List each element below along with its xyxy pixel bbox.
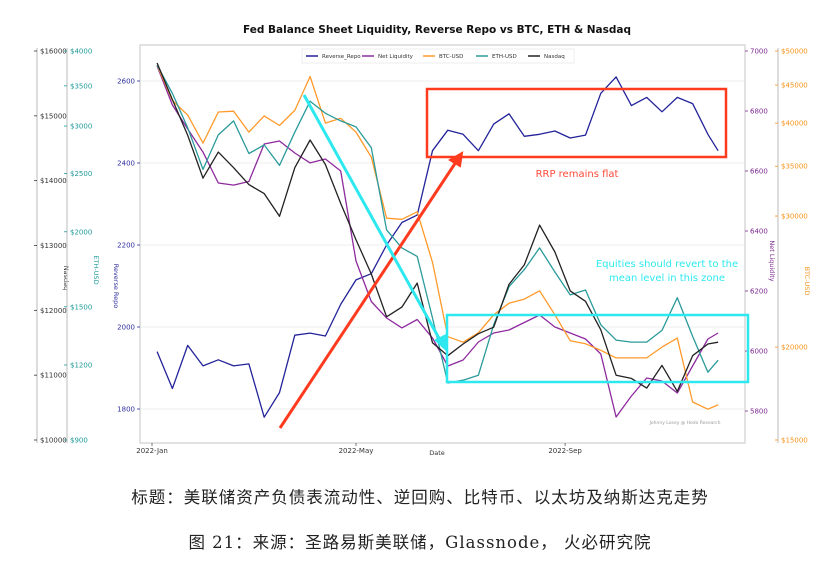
eth-tick-label: $4000 bbox=[70, 48, 92, 56]
netliq-tick-label: 5800 bbox=[750, 408, 768, 416]
nasdaq-tick-label: $11000 bbox=[40, 372, 67, 380]
nasdaq-tick-label: $14000 bbox=[40, 177, 67, 185]
rrp-tick-label: 2600 bbox=[117, 78, 135, 86]
eth-tick-label: $1200 bbox=[70, 361, 92, 369]
netliq-tick-label: 6000 bbox=[750, 348, 768, 356]
series-line-reverse-repo bbox=[156, 76, 719, 418]
legend-item: Nasdaq bbox=[528, 54, 565, 60]
netliq-tick-label: 6400 bbox=[750, 228, 768, 236]
legend-label: Reverse_Repo bbox=[322, 54, 361, 60]
plot-area bbox=[139, 44, 746, 444]
eth-tick-label: $3000 bbox=[70, 123, 92, 131]
rrp-rise-arrow bbox=[278, 161, 458, 429]
x-tick-label: 2022-Sep bbox=[548, 447, 582, 455]
eth-tick-label: $2500 bbox=[70, 170, 92, 178]
btc-tick-label: $50000 bbox=[781, 48, 808, 56]
btc-tick-label: $30000 bbox=[781, 213, 808, 221]
rrp-axis-title: Reverse Repo bbox=[112, 264, 120, 309]
gridlines bbox=[141, 80, 744, 410]
series-line-nasdaq bbox=[156, 62, 719, 393]
rrp-flat-box bbox=[425, 87, 728, 159]
btc-tick-label: $40000 bbox=[781, 120, 808, 128]
btc-tick-label: $20000 bbox=[781, 344, 808, 352]
rrp-tick-label: 1800 bbox=[117, 406, 135, 414]
eth-tick-label: $900 bbox=[70, 437, 88, 445]
rrp-tick-label: 2200 bbox=[117, 242, 135, 250]
legend-label: Nasdaq bbox=[544, 54, 565, 60]
equities-annotation-line2: mean level in this zone bbox=[609, 273, 725, 284]
legend: Reverse_Repo Net Liquidity BTC-USD ETH-USD N… bbox=[301, 48, 575, 64]
decline-arrow-head bbox=[434, 334, 447, 352]
nasdaq-tick-label: $10000 bbox=[40, 437, 67, 445]
rrp-tick-label: 2400 bbox=[117, 160, 135, 168]
netliq-tick-label: 7000 bbox=[750, 48, 768, 56]
nasdaq-axis-title: Nasdaq bbox=[62, 266, 70, 290]
btc-axis-title: BTC-USD bbox=[803, 267, 811, 296]
legend-item: Net Liquidity bbox=[362, 54, 414, 60]
legend-item: BTC-USD bbox=[423, 54, 463, 60]
equities-annotation-line1: Equities should revert to the bbox=[596, 259, 738, 270]
rrp-tick-label: 2000 bbox=[117, 324, 135, 332]
legend-item: Reverse_Repo bbox=[306, 54, 361, 60]
rrp-arrow-head bbox=[448, 151, 464, 168]
chart-title: Fed Balance Sheet Liquidity, Reverse Rep… bbox=[243, 24, 631, 36]
nasdaq-tick-label: $15000 bbox=[40, 112, 67, 120]
netliq-axis-title: Net Liquidity bbox=[768, 240, 776, 281]
rrp-annotation: RRP remains flat bbox=[536, 169, 619, 180]
series-line-btc-usd bbox=[156, 64, 719, 410]
eth-tick-label: $2000 bbox=[70, 228, 92, 236]
netliq-tick-label: 6200 bbox=[750, 288, 768, 296]
watermark: Johnny Losey @ Hodo Research bbox=[649, 420, 721, 426]
figure-source-caption: 图 21：来源：圣路易斯美联储，Glassnode， 火必研究院 bbox=[188, 533, 652, 552]
x-axis-title: Date bbox=[429, 449, 445, 457]
netliq-tick-label: 6800 bbox=[750, 108, 768, 116]
btc-tick-label: $35000 bbox=[781, 163, 808, 171]
mean-level-zone-box bbox=[445, 313, 750, 384]
nasdaq-tick-label: $12000 bbox=[40, 307, 67, 315]
series-line-eth-usd bbox=[156, 64, 719, 384]
nasdaq-tick-label: $16000 bbox=[40, 48, 67, 56]
legend-label: Net Liquidity bbox=[378, 54, 414, 60]
nasdaq-tick-label: $13000 bbox=[40, 242, 67, 250]
btc-tick-label: $45000 bbox=[781, 82, 808, 90]
eth-tick-label: $3500 bbox=[70, 82, 92, 90]
x-tick-label: 2022-Jan bbox=[136, 447, 168, 455]
decline-arrow bbox=[302, 94, 442, 341]
x-tick-label: 2022-May bbox=[339, 447, 374, 455]
series-lines bbox=[156, 62, 719, 418]
axes: $16000 $15000 $14000 $13000 $12000 $11000 $100… bbox=[34, 48, 811, 455]
netliq-tick-label: 6600 bbox=[750, 168, 768, 176]
legend-item: ETH-USD bbox=[476, 54, 517, 60]
eth-axis-title: ETH-USD bbox=[92, 255, 100, 284]
eth-tick-label: $1500 bbox=[70, 303, 92, 311]
legend-label: ETH-USD bbox=[492, 54, 517, 60]
legend-label: BTC-USD bbox=[439, 54, 463, 60]
figure-title-caption: 标题：美联储资产负债表流动性、逆回购、比特币、以太坊及纳斯达克走势 bbox=[131, 488, 709, 507]
btc-tick-label: $15000 bbox=[781, 437, 808, 445]
